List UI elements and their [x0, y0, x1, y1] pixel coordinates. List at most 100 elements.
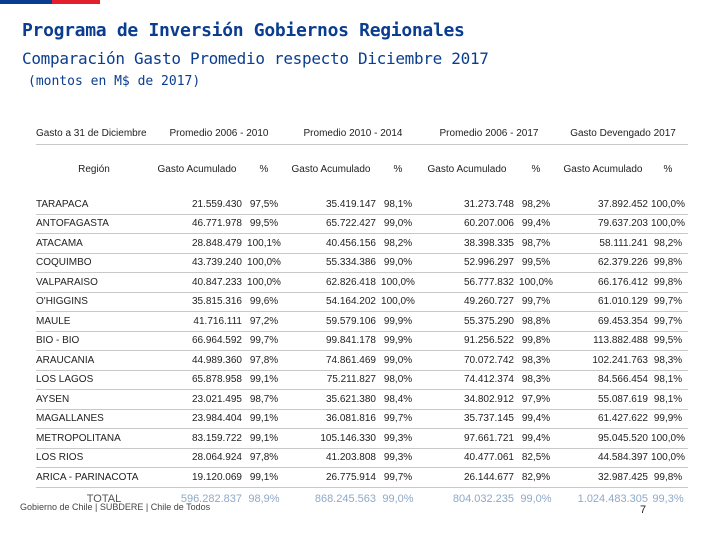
gasto-header: Gasto Acumulado [291, 164, 371, 175]
percent-cell: 98,3% [514, 350, 558, 371]
region-cell: BIO - BIO [36, 331, 152, 351]
gasto-header: Gasto Acumulado [563, 164, 643, 175]
percent-cell: 99,0% [376, 350, 420, 371]
amount-cell: 74.412.374 [420, 370, 514, 390]
region-cell: ANTOFAGASTA [36, 214, 152, 234]
amount-cell: 99.841.178 [286, 331, 376, 351]
amount-cell: 36.081.816 [286, 409, 376, 429]
percent-cell: 99,8% [648, 467, 689, 488]
region-cell: VALPARAISO [36, 272, 152, 293]
gasto-header: Gasto Acumulado [427, 164, 507, 175]
table-row: MAULE 41.716.111 97,2% 59.579.106 99,9% 55.37… [36, 311, 689, 332]
percent-cell: 98,2% [514, 195, 558, 215]
amount-cell: 91.256.522 [420, 331, 514, 351]
table-row: ANTOFAGASTA 46.771.978 99,5% 65.722.427 99,0… [36, 214, 689, 234]
amount-cell: 79.637.203 [558, 214, 648, 234]
percent-cell: 99,3% [376, 428, 420, 449]
amount-cell: 28.064.924 [152, 448, 242, 468]
percent-cell: 100,0% [376, 292, 420, 312]
amount-cell: 84.566.454 [558, 370, 648, 390]
percent-cell: 99,0% [376, 214, 420, 234]
amount-cell: 40.847.233 [152, 272, 242, 293]
table-body: TARAPACA 21.559.430 97,5% 35.419.147 98,1% 31… [36, 195, 689, 510]
region-cell: AYSEN [36, 389, 152, 410]
brand-bar-blue [0, 0, 52, 4]
amount-cell: 37.892.452 [558, 195, 648, 215]
amount-cell: 52.996.297 [420, 253, 514, 273]
percent-cell: 98,7% [242, 389, 286, 410]
percent-cell: 97,5% [242, 195, 286, 215]
amount-cell: 58.111.241 [558, 233, 648, 254]
percent-cell: 99,3% [652, 492, 684, 505]
amount-cell: 35.737.145 [420, 409, 514, 429]
pct-header: % [259, 164, 269, 175]
percent-cell: 99,8% [648, 253, 689, 273]
amount-cell: 62.826.418 [286, 272, 376, 293]
percent-cell: 98,2% [648, 233, 689, 254]
amount-cell: 41.203.808 [286, 448, 376, 468]
percent-cell: 100,0% [648, 448, 689, 468]
percent-cell: 99,9% [648, 409, 689, 429]
amount-cell: 74.861.469 [286, 350, 376, 371]
amount-cell: 113.882.488 [558, 331, 648, 351]
amount-cell: 55.334.386 [286, 253, 376, 273]
amount-cell: 40.477.061 [420, 448, 514, 468]
percent-cell: 99,5% [514, 253, 558, 273]
region-cell: LOS RIOS [36, 448, 152, 468]
amount-cell: 38.398.335 [420, 233, 514, 254]
percent-cell: 99,4% [514, 214, 558, 234]
table-row: ARICA - PARINACOTA 19.120.069 99,1% 26.775.… [36, 467, 689, 488]
amount-cell: 19.120.069 [152, 467, 242, 488]
amount-cell: 35.815.316 [152, 292, 242, 312]
percent-cell: 99,7% [514, 292, 558, 312]
amount-cell: 83.159.722 [152, 428, 242, 449]
page-number: 7 [640, 504, 647, 516]
percent-cell: 99,9% [376, 331, 420, 351]
percent-cell: 99,8% [514, 331, 558, 351]
percent-cell: 98,3% [648, 350, 689, 371]
amount-cell: 56.777.832 [420, 272, 514, 293]
column-header-row: Región Gasto Acumulado % Gasto Acumulado… [36, 145, 688, 196]
amount-cell: 35.419.147 [286, 195, 376, 215]
region-cell: TARAPACA [36, 195, 152, 215]
amounts-note: (montos en M$ de 2017) [28, 74, 201, 89]
amount-cell: 26.775.914 [286, 467, 376, 488]
percent-cell: 99,5% [242, 214, 286, 234]
amount-cell: 65.878.958 [152, 370, 242, 390]
percent-cell: 98,9% [248, 492, 280, 505]
region-cell: ATACAMA [36, 233, 152, 254]
region-header: Región [78, 164, 110, 175]
region-cell: O'HIGGINS [36, 292, 152, 312]
amount-cell: 44.584.397 [558, 448, 648, 468]
amount-cell: 804.032.235 [452, 492, 514, 505]
group-header-row: Gasto a 31 de Diciembre Promedio 2006 - … [36, 122, 689, 145]
amount-cell: 105.146.330 [286, 428, 376, 449]
percent-cell: 99,4% [514, 428, 558, 449]
percent-cell: 98,2% [376, 233, 420, 254]
amount-cell: 102.241.763 [558, 350, 648, 371]
amount-cell: 44.989.360 [152, 350, 242, 371]
amount-cell: 23.021.495 [152, 389, 242, 410]
region-cell: METROPOLITANA [36, 428, 152, 449]
table-row: VALPARAISO 40.847.233 100,0% 62.826.418 100,… [36, 272, 689, 293]
amount-cell: 60.207.006 [420, 214, 514, 234]
percent-cell: 97,8% [242, 350, 286, 371]
percent-cell: 99,7% [648, 311, 689, 332]
amount-cell: 65.722.427 [286, 214, 376, 234]
amount-cell: 1.024.483.305 [577, 492, 648, 505]
percent-cell: 99,9% [376, 311, 420, 332]
percent-cell: 99,0% [520, 492, 552, 505]
amount-cell: 35.621.380 [286, 389, 376, 410]
amount-cell: 32.987.425 [558, 467, 648, 488]
percent-cell: 99,3% [376, 448, 420, 468]
percent-cell: 99,6% [242, 292, 286, 312]
table-row: ATACAMA 28.848.479 100,1% 40.456.156 98,2% 38… [36, 233, 689, 254]
amount-cell: 40.456.156 [286, 233, 376, 254]
amount-cell: 34.802.912 [420, 389, 514, 410]
group-header-gasto-dic: Gasto a 31 de Diciembre [36, 122, 152, 145]
table-row: LOS LAGOS 65.878.958 99,1% 75.211.827 98,0% 7… [36, 370, 689, 390]
table-row: ARAUCANIA 44.989.360 97,8% 74.861.469 99,0% 7… [36, 350, 689, 371]
percent-cell: 98,8% [514, 311, 558, 332]
amount-cell: 49.260.727 [420, 292, 514, 312]
amount-cell: 66.176.412 [558, 272, 648, 293]
